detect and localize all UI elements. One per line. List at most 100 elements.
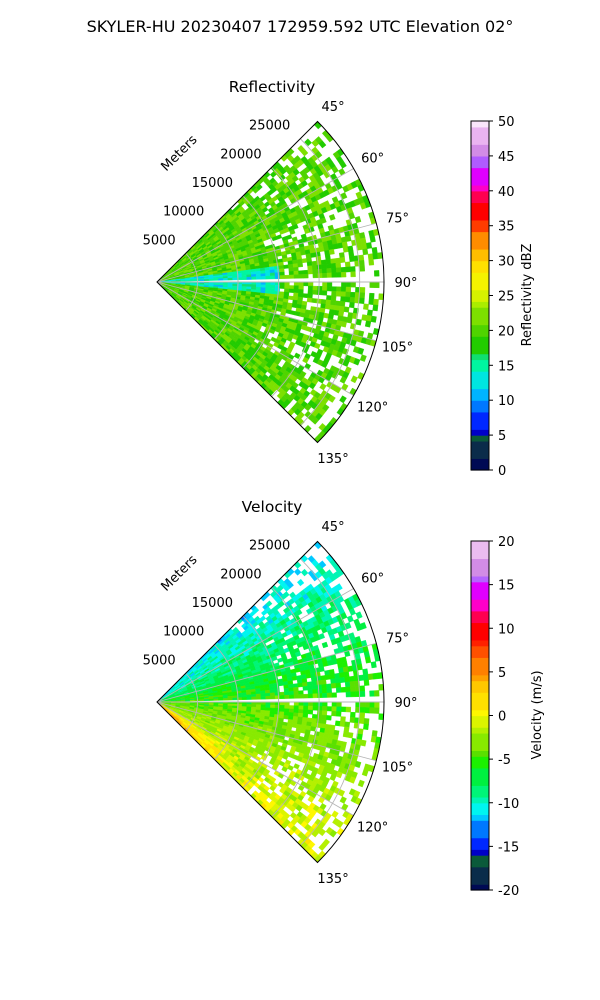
reflectivity-gate-cell <box>270 275 276 280</box>
reflectivity-gate-cell <box>270 281 276 286</box>
reflectivity-gate-cell <box>322 286 328 292</box>
colorbar-segment <box>471 878 489 885</box>
velocity-gate-cell <box>367 673 374 680</box>
velocity-gate-cell <box>355 658 362 666</box>
reflectivity-gate-cell <box>180 280 186 282</box>
reflectivity-gate-cell <box>336 286 342 292</box>
colorbar-tick-label: 35 <box>498 220 515 235</box>
azimuth-grid-line <box>156 281 377 342</box>
reflectivity-gate-cell <box>340 286 347 293</box>
range-tick-label: 25000 <box>249 539 290 554</box>
velocity-gate-cell <box>374 690 380 697</box>
velocity-gate-cell <box>289 705 295 710</box>
reflectivity-gate-cell <box>339 301 346 307</box>
velocity-gate-cell <box>361 768 369 777</box>
velocity-gate-cell <box>359 717 365 724</box>
reflectivity-gate-cell <box>340 271 347 278</box>
velocity-gate-cell <box>300 568 309 577</box>
velocity-gate-cell <box>270 701 276 706</box>
velocity-gate-cell <box>344 676 351 683</box>
velocity-gate-cell <box>359 690 366 697</box>
reflectivity-gate-cell <box>256 184 263 191</box>
reflectivity-gate-cell <box>317 268 323 274</box>
reflectivity-gate-cell <box>269 272 276 277</box>
velocity-gate-cell <box>331 701 337 707</box>
reflectivity-gate-cell <box>366 309 373 317</box>
reflectivity-gate-cell <box>279 275 285 279</box>
velocity-gate-cell <box>331 692 337 698</box>
reflectivity-gate-cell <box>289 285 295 290</box>
range-ring <box>242 195 279 369</box>
reflectivity-gate-cell <box>222 278 229 281</box>
velocity-gate-cell <box>316 684 323 690</box>
reflectivity-gate-cell <box>335 291 342 297</box>
velocity-gate-cell <box>270 695 276 700</box>
velocity-gate-cell <box>359 712 366 719</box>
velocity-gate-cell <box>311 714 318 720</box>
velocity-gate-cell <box>232 697 238 701</box>
reflectivity-gate-cell <box>319 383 327 391</box>
velocity-gate-cell <box>326 683 332 689</box>
velocity-title: Velocity <box>242 498 303 516</box>
reflectivity-gate-cell <box>293 270 299 276</box>
colorbar-segment <box>471 365 489 372</box>
reflectivity-gate-cell <box>359 287 366 294</box>
reflectivity-gate-cell <box>279 281 285 286</box>
colorbar-segment <box>471 738 489 746</box>
reflectivity-gate-cell <box>298 281 304 287</box>
velocity-gate-cell <box>308 701 314 707</box>
reflectivity-gate-cell <box>321 268 328 274</box>
velocity-gate-cell <box>175 700 181 702</box>
velocity-gate-cell <box>293 705 300 710</box>
velocity-gate-cell <box>311 680 318 686</box>
colorbar-segment <box>471 674 489 682</box>
velocity-gate-cell <box>204 699 210 701</box>
reflectivity-gate-cell <box>274 281 281 286</box>
reflectivity-gate-cell <box>346 317 353 324</box>
colorbar-segment <box>471 307 489 314</box>
reflectivity-gate-cell <box>218 278 224 281</box>
colorbar-tick-label: 40 <box>498 185 515 200</box>
reflectivity-title: Reflectivity <box>229 78 316 96</box>
velocity-gate-cell <box>339 796 347 804</box>
colorbar-segment <box>471 184 489 192</box>
velocity-gate-cell <box>322 692 328 698</box>
reflectivity-gate-cell <box>326 286 333 292</box>
velocity-gate-cell <box>278 681 284 687</box>
velocity-gate-cell <box>339 677 346 683</box>
velocity-gate-cell <box>335 583 343 592</box>
reflectivity-gate-cell <box>350 375 358 384</box>
reflectivity-gate-cell <box>325 299 332 306</box>
reflectivity-gate-cell <box>358 254 365 261</box>
velocity-gate-cell <box>279 705 285 709</box>
colorbar-segment <box>471 202 489 209</box>
velocity-gate-cell <box>321 710 328 716</box>
reflectivity-gate-cell <box>279 271 285 276</box>
colorbar-segment <box>471 155 489 163</box>
velocity-gate-cell <box>357 779 365 788</box>
reflectivity-gate-cell <box>302 293 309 299</box>
colorbar-segment <box>471 703 489 711</box>
velocity-gate-cell <box>326 692 333 698</box>
velocity-gate-cell <box>279 695 285 699</box>
reflectivity-gate-cell <box>255 276 262 280</box>
reflectivity-gate-cell <box>363 303 369 311</box>
reflectivity-gate-cell <box>298 285 304 290</box>
reflectivity-gate-cell <box>326 281 333 287</box>
reflectivity-gate-cell <box>331 267 337 274</box>
velocity-gate-cell <box>316 714 323 720</box>
reflectivity-gate-cell <box>291 303 298 309</box>
reflectivity-gate-cell <box>170 280 177 282</box>
reflectivity-gate-cell <box>331 286 337 292</box>
reflectivity-gate-cell <box>298 270 304 275</box>
reflectivity-gate-cell <box>288 267 294 272</box>
reflectivity-gate-cell <box>335 262 342 269</box>
reflectivity-gate-cell <box>301 258 308 264</box>
reflectivity-gate-cell <box>255 284 262 288</box>
velocity-gate-cell <box>274 701 281 706</box>
velocity-gate-cell <box>307 709 314 715</box>
reflectivity-gate-cell <box>348 250 355 257</box>
range-tick-label: 5000 <box>143 233 176 248</box>
azimuth-tick-label: 90° <box>394 276 417 291</box>
velocity-gate-cell <box>321 688 328 694</box>
